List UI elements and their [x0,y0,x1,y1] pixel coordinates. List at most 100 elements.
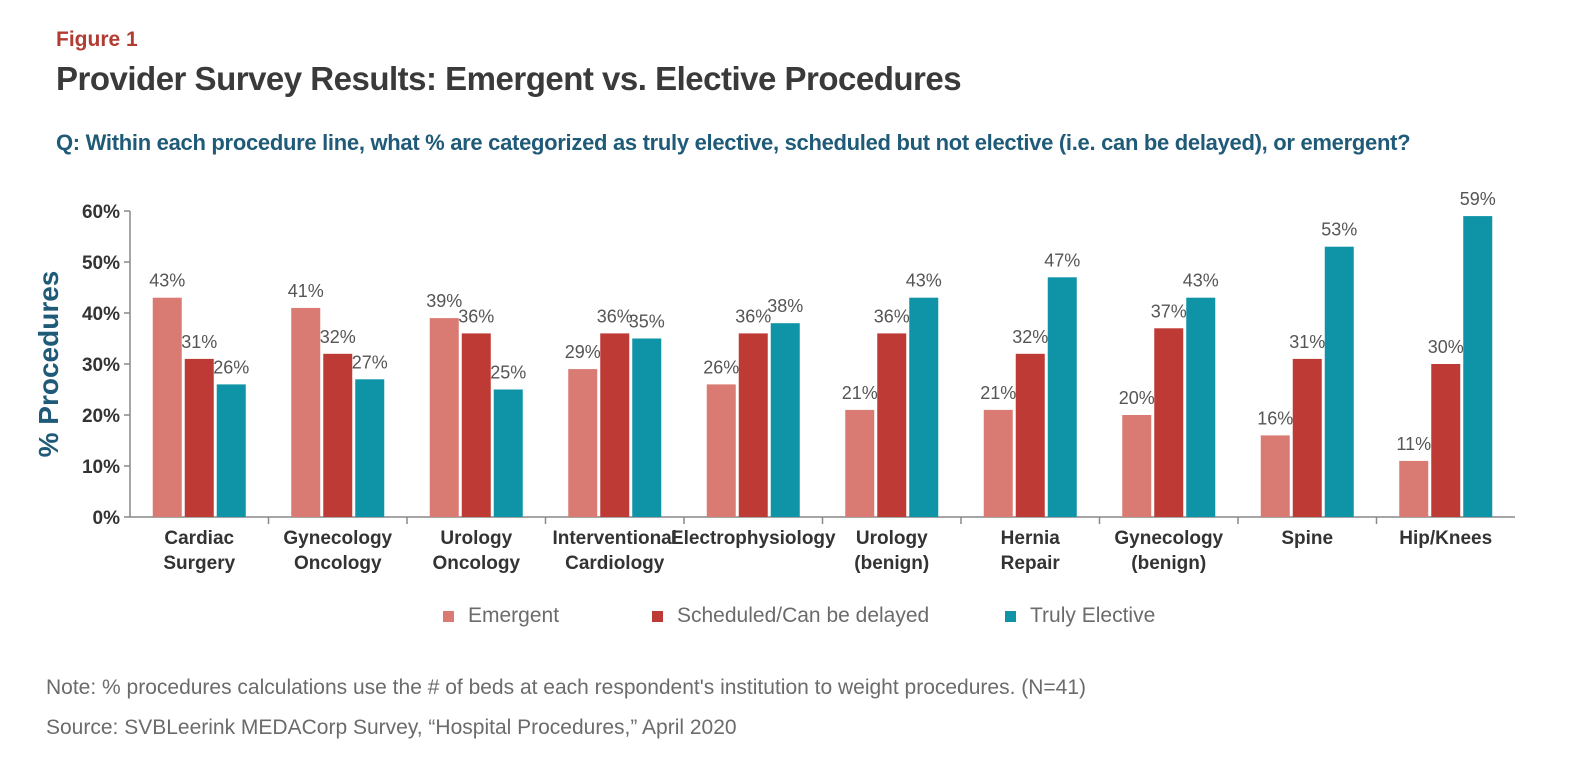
data-label: 36% [597,306,633,326]
data-label: 25% [490,363,526,383]
y-tick-label: 40% [82,304,120,325]
bar [1292,358,1322,517]
bar [983,409,1013,517]
bar [1260,435,1290,517]
data-label: 43% [1183,271,1219,291]
data-label: 36% [874,306,910,326]
data-label: 38% [767,296,803,316]
x-tick-label: Cardiac [164,528,234,549]
data-label: 36% [735,306,771,326]
bar [291,307,321,517]
x-tick-label: Gynecology [283,528,392,549]
bar [493,389,523,517]
bar [216,384,246,517]
data-label: 53% [1321,220,1357,240]
x-tick-label: Cardiology [565,553,665,574]
note-text: Note: % procedures calculations use the … [46,676,1087,699]
bar [1463,216,1493,517]
source-text: Source: SVBLeerink MEDACorp Survey, “Hos… [46,716,737,739]
bar [1122,415,1152,517]
data-label: 43% [906,271,942,291]
y-tick-label: 60% [82,202,120,223]
data-label: 59% [1460,189,1496,209]
legend-item: Emergent [443,604,559,628]
x-tick-label: Urology [856,528,928,549]
data-label: 27% [352,352,388,372]
chart-title: Provider Survey Results: Emergent vs. El… [56,60,962,97]
bar [568,369,598,517]
bar [1431,364,1461,517]
bar-chart: % Procedures 0% 10% 20% 30% 40% 50% 60% 43% 31% 26… [33,189,1515,574]
x-tick-label: Surgery [163,553,235,574]
bar [706,384,736,517]
bar [1324,246,1354,517]
y-tick-label: 30% [82,355,120,376]
bar [355,379,385,517]
bar [152,297,182,517]
y-tick-label: 20% [82,406,120,427]
x-tick-label: Oncology [432,553,520,574]
bar [461,333,491,517]
bar [845,409,875,517]
data-label: 11% [1396,434,1431,454]
bar [323,353,353,517]
data-label: 26% [703,357,739,377]
data-label: 39% [426,291,462,311]
x-tick-label: Oncology [294,553,382,574]
data-label: 16% [1257,408,1293,428]
bar [1399,460,1429,517]
y-axis-title: % Procedures [33,271,64,458]
x-tick-label: Electrophysiology [671,528,836,549]
legend-label: Truly Elective [1030,604,1156,627]
data-label: 36% [458,306,494,326]
data-label: 30% [1428,337,1464,357]
x-tick-label: Urology [440,528,512,549]
y-tick-label: 10% [82,457,120,478]
bar [909,297,939,517]
legend-label: Scheduled/Can be delayed [677,604,930,627]
x-tick-label: (benign) [1131,553,1206,574]
x-tick-label: Spine [1281,528,1333,549]
legend-item: Scheduled/Can be delayed [652,604,929,628]
bar [429,318,459,517]
x-tick-label: (benign) [854,553,929,574]
data-label: 41% [288,281,324,301]
chart-subtitle: Q: Within each procedure line, what % ar… [56,130,1411,155]
legend-swatch [1005,610,1016,622]
bar [738,333,768,517]
legend-label: Emergent [468,604,560,627]
data-label: 47% [1044,250,1080,270]
data-label: 35% [629,312,665,332]
bar [1015,353,1045,517]
bar [632,338,662,517]
bar [184,358,214,517]
y-tick-label: 50% [82,253,120,274]
data-label: 20% [1119,388,1155,408]
data-label: 21% [980,383,1016,403]
legend-swatch [652,610,663,622]
legend-item: Truly Elective [1005,604,1155,628]
data-label: 32% [320,327,356,347]
data-label: 21% [842,383,878,403]
bar [1154,328,1184,517]
x-tick-label: Hernia [1001,528,1061,549]
x-tick-label: Repair [1001,553,1061,574]
x-tick-label: Interventional [552,528,677,549]
bar [1047,277,1077,517]
data-label: 32% [1012,327,1048,347]
data-label: 29% [565,342,601,362]
bar [1186,297,1216,517]
bar [600,333,630,517]
data-label: 26% [213,357,249,377]
data-label: 31% [1289,332,1325,352]
legend-swatch [443,610,454,622]
x-tick-label: Hip/Knees [1399,528,1492,549]
data-label: 37% [1151,301,1187,321]
data-label: 43% [149,271,185,291]
x-tick-label: Gynecology [1114,528,1223,549]
data-label: 31% [181,332,217,352]
y-tick-label: 0% [93,508,121,529]
figure-label: Figure 1 [56,28,138,51]
bar [877,333,907,517]
bar [770,323,800,517]
